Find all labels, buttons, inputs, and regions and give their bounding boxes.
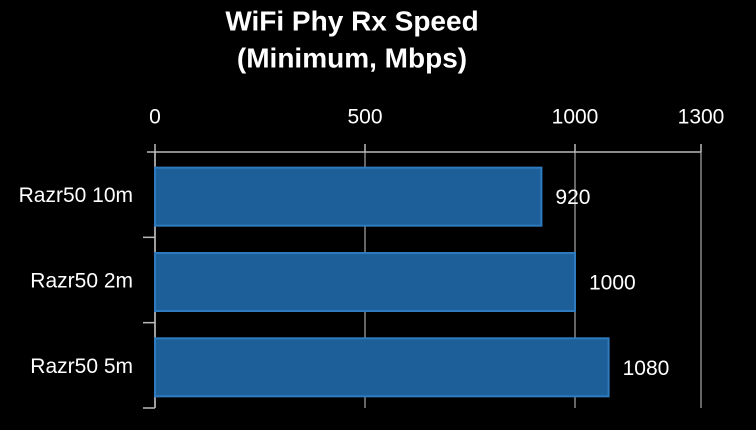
x-tick-label: 1000 [552,106,599,129]
bar [154,337,610,398]
chart-title: (Minimum, Mbps) [237,42,467,73]
data-label: 1000 [589,272,636,295]
y-tick-label: Razr50 2m [30,270,133,293]
x-tick-label: 500 [347,106,382,129]
y-tick-label: Razr50 5m [30,355,133,378]
bar [154,251,576,313]
x-tick-label: 1300 [678,106,725,129]
y-tick-label: Razr50 10m [19,184,133,207]
chart-title: WiFi Phy Rx Speed [225,5,478,36]
data-label: 1080 [623,357,670,380]
bar [154,166,543,227]
data-label: 920 [555,186,590,209]
x-tick-label: 0 [149,106,161,129]
